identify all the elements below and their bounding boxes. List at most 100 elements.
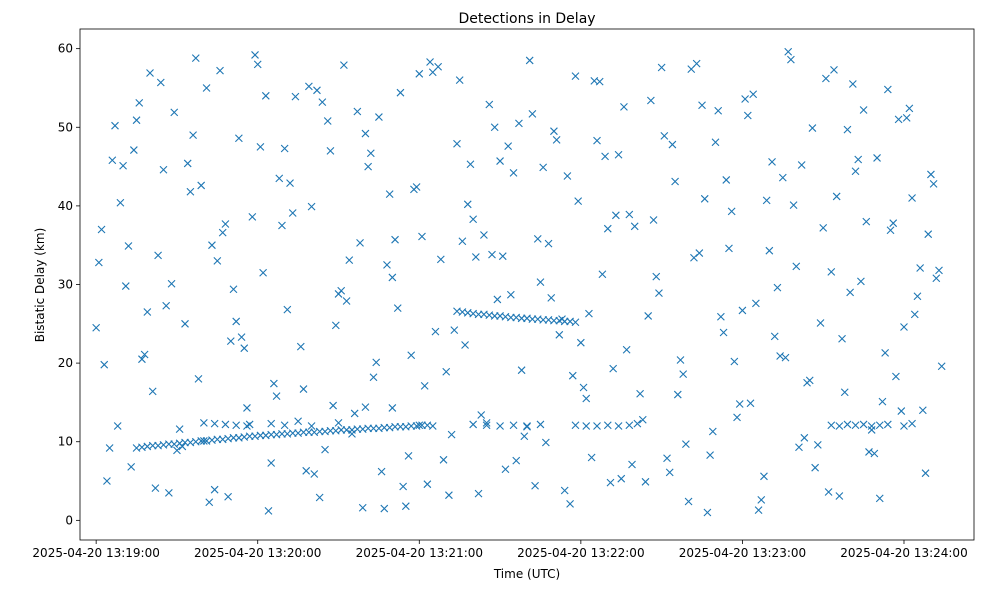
data-point [189, 131, 197, 140]
data-point [331, 321, 340, 330]
data-point [515, 119, 523, 128]
data-point [835, 492, 844, 500]
data-point [568, 371, 577, 380]
data-point [94, 258, 103, 267]
data-point [808, 124, 817, 132]
data-point [504, 142, 513, 151]
data-point [283, 305, 292, 314]
data-point [199, 418, 208, 427]
data-point [776, 352, 785, 360]
data-point [781, 353, 790, 362]
data-point [243, 404, 251, 412]
data-point [496, 422, 504, 430]
data-point [434, 62, 443, 71]
data-point [100, 360, 109, 369]
data-point [232, 317, 241, 326]
data-point [148, 387, 157, 396]
data-point [754, 506, 763, 515]
data-point [560, 486, 569, 495]
data-point [323, 117, 332, 125]
data-point [342, 297, 351, 305]
data-point [291, 92, 300, 101]
data-point [418, 232, 426, 241]
data-point [908, 419, 916, 428]
data-point [843, 420, 852, 429]
data-point [229, 285, 238, 294]
data-point [679, 370, 688, 379]
data-point [356, 238, 364, 247]
data-point [741, 95, 750, 103]
data-point [259, 268, 267, 277]
data-point [706, 451, 714, 459]
data-point [156, 78, 165, 87]
data-point [593, 422, 601, 430]
data-point [423, 480, 432, 489]
data-point [224, 492, 232, 501]
data-point [641, 477, 650, 486]
data-point [684, 497, 693, 506]
data-point [873, 154, 881, 162]
y-tick-label: 40 [58, 199, 73, 213]
data-point [571, 421, 580, 430]
data-point [819, 224, 828, 232]
data-point [716, 312, 725, 321]
data-point [232, 421, 241, 430]
data-point [202, 84, 211, 92]
data-point [824, 488, 833, 496]
data-point [883, 420, 892, 429]
data-point [625, 421, 634, 430]
data-point [132, 116, 141, 125]
data-point [111, 121, 119, 130]
data-point [439, 455, 448, 464]
data-point [918, 406, 927, 415]
data-point [326, 146, 335, 155]
y-tick-label: 10 [58, 435, 73, 449]
data-point [638, 415, 647, 424]
y-axis-label: Bistatic Delay (km) [33, 228, 47, 343]
data-point [162, 301, 171, 310]
data-point [870, 449, 879, 458]
data-point [350, 409, 359, 418]
data-point [735, 400, 744, 408]
data-point [496, 157, 504, 165]
data-point [550, 127, 558, 136]
data-point [681, 440, 690, 448]
data-point [655, 289, 663, 298]
data-point [571, 72, 580, 81]
data-point [902, 113, 911, 122]
data-point [129, 146, 138, 154]
data-point [778, 173, 787, 182]
data-point [388, 273, 397, 282]
data-point [345, 256, 354, 265]
data-point [383, 260, 391, 269]
data-point [428, 422, 437, 430]
data-point [191, 54, 200, 62]
data-point [835, 422, 844, 430]
data-point [908, 194, 916, 202]
data-point [649, 216, 658, 224]
data-point [803, 378, 811, 387]
data-point [854, 155, 863, 164]
y-tick-label: 30 [58, 278, 73, 292]
data-point [186, 187, 195, 196]
data-point [393, 304, 402, 312]
data-point [183, 159, 192, 168]
data-point [765, 246, 774, 255]
data-point [875, 494, 884, 503]
data-point [813, 440, 822, 449]
data-point [757, 496, 766, 504]
data-point [582, 422, 591, 430]
data-point [768, 157, 776, 166]
data-point [692, 59, 701, 68]
data-point [275, 174, 284, 183]
y-tick-label: 0 [65, 513, 73, 527]
data-point [380, 504, 389, 513]
data-point [541, 438, 550, 447]
data-point [218, 228, 227, 237]
data-point [708, 427, 717, 436]
data-point [377, 467, 386, 476]
data-point [280, 144, 289, 153]
data-point [146, 69, 154, 77]
data-point [927, 170, 935, 179]
data-point [698, 101, 706, 110]
